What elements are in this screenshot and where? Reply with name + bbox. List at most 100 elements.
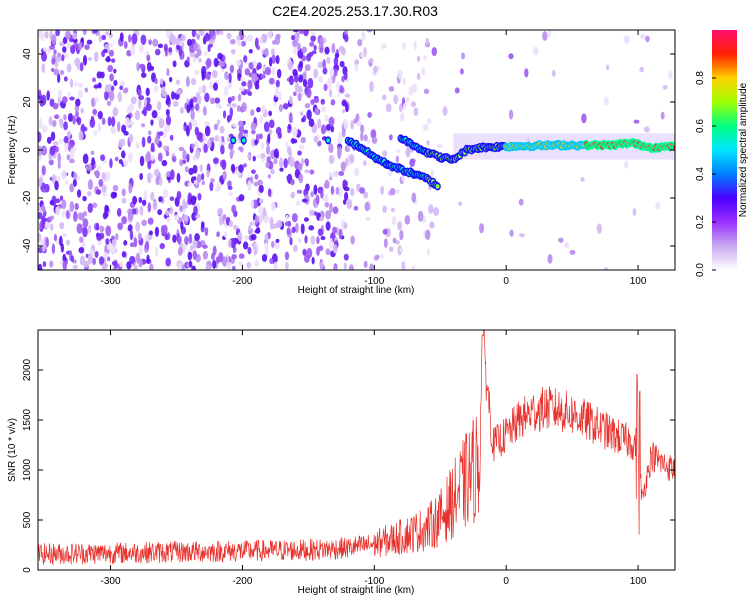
spectrogram-speckle (203, 143, 208, 153)
spectrogram-speckle (142, 105, 148, 117)
spectrogram-speckle (70, 255, 75, 263)
spectrogram-speckle (253, 245, 258, 256)
spectrogram-speckle (380, 185, 385, 195)
spectrogram-speckle (211, 69, 218, 79)
spectrogram-speckle (244, 35, 248, 43)
spectrogram-speckle (204, 227, 209, 237)
spectrogram-speckle (82, 30, 87, 36)
spectrogram-speckle (86, 166, 92, 171)
spectrogram-speckle (340, 161, 346, 172)
spectrogram-speckle (188, 121, 192, 131)
spectrogram-speckle (400, 112, 405, 120)
spectrogram-speckle (238, 86, 245, 92)
colorbar: 0.0 0.2 0.4 0.6 0.8 Normalized spectral ampl… (695, 30, 749, 277)
spectrogram-speckle (222, 170, 227, 181)
spectrogram-speckle (128, 183, 133, 194)
spectrogram-speckle (270, 201, 276, 212)
spectrogram-speckle (129, 45, 136, 55)
spectrogram-speckle (41, 204, 45, 213)
spectrogram-y-tick-label: -40 (22, 238, 33, 253)
spectrogram-speckle (55, 198, 61, 203)
spectrogram-speckle (346, 198, 353, 210)
spectrogram-speckle (188, 233, 193, 244)
spectrogram-speckle (160, 225, 165, 235)
spectrogram-speckle (65, 30, 71, 40)
spectrogram-speckle (304, 158, 309, 165)
spectrogram-speckle (388, 134, 393, 141)
spectrogram-speckle (254, 173, 259, 180)
snr-y-tick-label: 2000 (22, 358, 33, 381)
spectrogram-speckle (338, 131, 343, 141)
spectrogram-speckle (117, 91, 123, 103)
spectrogram-speckle (105, 238, 110, 245)
spectrogram-speckle (109, 73, 114, 82)
spectrogram-speckle (267, 188, 272, 197)
spectrogram-speckle (194, 53, 199, 59)
spectrogram-speckle (190, 78, 197, 86)
spectrogram-x-tick-label: -100 (364, 276, 384, 287)
spectrogram-speckle (97, 110, 103, 120)
spectrogram-speckle (111, 116, 116, 127)
spectrogram-speckle (146, 150, 151, 162)
spectrogram-speckle (382, 150, 388, 157)
spectrogram-speckle (402, 103, 407, 111)
spectrogram-speckle (121, 188, 126, 197)
spectrogram-speckle (328, 143, 334, 154)
spectrogram-speckle (49, 260, 54, 268)
spectrogram-speckle (134, 110, 140, 121)
spectrogram-speckle (57, 96, 62, 107)
spectrogram-speckle (59, 221, 65, 230)
spectrogram-speckle (243, 55, 248, 63)
spectrogram-speckle (41, 63, 46, 73)
spectrogram-speckle (248, 62, 254, 70)
spectrogram-speckle (92, 30, 98, 34)
spectrogram-speckle (83, 260, 89, 268)
spectrogram-speckle (104, 90, 109, 101)
spectrogram-speckle (413, 40, 417, 50)
spectrogram-speckle (364, 201, 370, 212)
spectrogram-speckle (147, 160, 152, 170)
spectrogram-speckle (397, 221, 403, 231)
spectrogram-speckle (118, 159, 123, 165)
spectrogram-speckle (110, 85, 115, 92)
spectrogram-speckle (308, 225, 315, 231)
spectrogram-speckle (66, 63, 72, 73)
spectrogram-speckle (156, 101, 162, 111)
spectrogram-speckle (342, 199, 347, 205)
spectrogram-speckle (288, 95, 293, 105)
spectrogram-speckle (190, 109, 195, 121)
spectrogram-speckle (233, 224, 238, 230)
spectrogram-speckle (110, 244, 117, 255)
spectrogram-speckle (53, 234, 58, 242)
spectrogram-speckle (108, 32, 113, 39)
spectrogram-speckle (121, 197, 127, 204)
spectrogram-speckle (144, 240, 150, 250)
spectrogram-speckle (172, 234, 177, 243)
spectrogram-speckle (254, 37, 259, 49)
snr-x-label: Height of straight line (km) (298, 585, 415, 596)
spectrogram-speckle (99, 225, 105, 233)
spectrogram-speckle (216, 231, 220, 238)
spectrogram-speckle (51, 243, 56, 255)
spectrogram-y-tick-label: 0 (22, 147, 33, 153)
spectrogram-speckle (270, 240, 275, 248)
spectrogram-speckle (288, 148, 292, 158)
spectrogram-speckle (246, 261, 252, 269)
spectrogram-speckle (91, 202, 98, 208)
spectrogram-speckle (275, 55, 280, 65)
spectrogram-speckle (189, 98, 194, 109)
spectrogram-speckle (139, 206, 144, 217)
spectrogram-speckle (38, 145, 42, 156)
spectrogram-speckle (79, 236, 84, 243)
spectrogram-speckle (428, 204, 434, 214)
spectrogram-speckle (105, 31, 110, 36)
spectrogram-speckle (204, 121, 211, 127)
spectrogram-speckle (243, 235, 249, 241)
spectrogram-speckle (55, 55, 62, 63)
spectrogram-speckle (166, 216, 171, 223)
spectrogram-speckle (73, 172, 77, 180)
spectrogram-speckle (117, 121, 121, 133)
spectrogram-speckle (261, 65, 267, 72)
spectrogram-speckle (57, 161, 61, 169)
spectrogram-speckle (168, 47, 173, 53)
